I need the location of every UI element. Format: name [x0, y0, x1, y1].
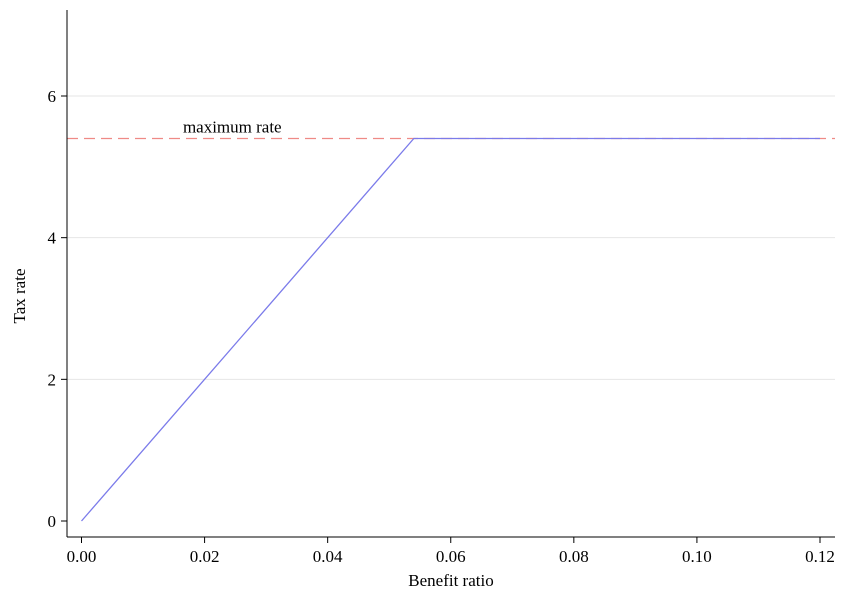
- y-ticks: 0 2 4 6: [48, 87, 67, 531]
- gridlines: [67, 95, 835, 380]
- axes: [66, 10, 835, 538]
- maximum-rate-label: maximum rate: [183, 118, 282, 137]
- y-axis-title: Tax rate: [10, 269, 29, 324]
- x-tick-label: 0.06: [436, 547, 466, 566]
- reference-lines: maximum rate: [67, 118, 835, 140]
- series-lines: [81, 137, 820, 522]
- y-tick-label: 4: [48, 229, 57, 248]
- x-tick-label: 0.00: [67, 547, 97, 566]
- y-tick-label: 6: [48, 87, 57, 106]
- x-axis-title: Benefit ratio: [408, 571, 493, 590]
- x-tick-label: 0.12: [805, 547, 835, 566]
- x-tick-label: 0.04: [313, 547, 343, 566]
- x-tick-label: 0.08: [559, 547, 589, 566]
- y-tick-label: 2: [48, 370, 57, 389]
- y-tick-label: 0: [48, 512, 57, 531]
- x-tick-label: 0.10: [682, 547, 712, 566]
- tax-rate-line: [81, 137, 820, 522]
- x-ticks: 0.00 0.02 0.04 0.06 0.08 0.10 0.12: [67, 537, 835, 566]
- x-tick-label: 0.02: [190, 547, 220, 566]
